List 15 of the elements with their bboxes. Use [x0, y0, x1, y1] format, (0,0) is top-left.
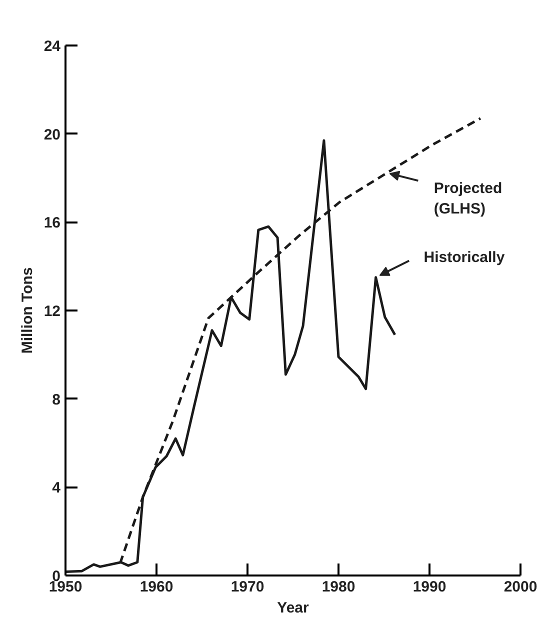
- y-tick-label: 24: [44, 38, 62, 55]
- x-tick-label: 1960: [140, 578, 174, 596]
- y-tick-label: 4: [52, 480, 62, 497]
- x-tick-label: 1970: [230, 578, 264, 596]
- x-axis-title: Year: [277, 600, 310, 616]
- y-tick-label: 12: [44, 303, 61, 320]
- text: Projected (GLHS): [434, 180, 502, 218]
- text: Historically: [424, 248, 506, 266]
- y-axis-title: Million Tons: [18, 267, 36, 354]
- y-tick-label: 16: [44, 214, 61, 232]
- x-tick-label: 2000: [504, 578, 538, 596]
- x-tick-label: 1990: [412, 578, 446, 596]
- y-tick-label: 20: [44, 126, 61, 144]
- y-tick-label: 8: [52, 391, 60, 408]
- x-tick-label: 1980: [322, 578, 356, 596]
